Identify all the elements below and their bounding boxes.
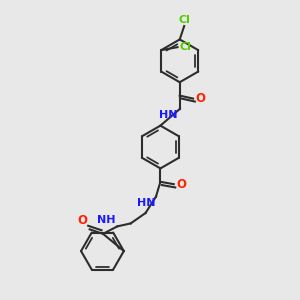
Text: NH: NH [97, 215, 116, 225]
Text: Cl: Cl [178, 15, 190, 25]
Text: HN: HN [159, 110, 178, 121]
Text: O: O [196, 92, 206, 105]
Text: O: O [176, 178, 186, 191]
Text: O: O [77, 214, 87, 227]
Text: Cl: Cl [179, 42, 191, 52]
Text: HN: HN [137, 198, 155, 208]
